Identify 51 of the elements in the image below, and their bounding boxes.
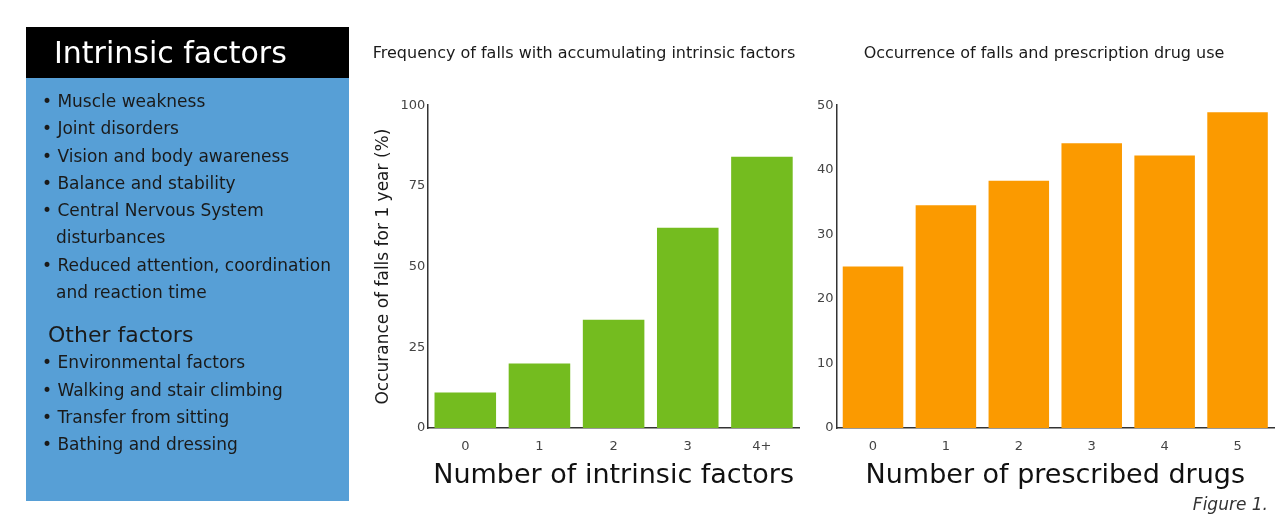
text: • Central Nervous System disturbances	[41, 199, 265, 250]
text: Intrinsic factors	[26, 27, 349, 78]
x-tick-label: 4	[1160, 438, 1169, 454]
y-axis-title: Occurance of falls for 1 year (%)	[371, 128, 392, 405]
y-tick-label: 0	[825, 419, 834, 435]
y-tick-label: 10	[817, 354, 834, 370]
text: • Walking and stair climbing	[41, 378, 284, 402]
y-tick-label: 0	[416, 419, 426, 435]
caption: Figure 1.	[1192, 494, 1268, 514]
x-tick-label: 5	[1233, 438, 1242, 454]
bar	[656, 227, 719, 428]
bar	[508, 363, 571, 428]
x-tick-label: 3	[683, 438, 692, 454]
y-tick-label: 50	[408, 257, 426, 273]
x-tick-label: 4+	[752, 438, 772, 454]
y-tick-label: 25	[408, 338, 426, 354]
text: • Joint disorders	[41, 117, 180, 141]
text: Other factors	[47, 321, 195, 350]
bar	[731, 156, 793, 428]
bar	[1207, 112, 1268, 428]
text: • Reduced attention, coordination and reaction time	[41, 253, 332, 305]
chart-title: Occurrence of falls and prescription drug use	[863, 42, 1225, 62]
bar	[434, 392, 497, 428]
text: • Environmental factors	[41, 351, 247, 375]
y-tick-label: 40	[817, 161, 834, 177]
x-axis-title: Number of intrinsic factors	[433, 457, 794, 489]
y-tick-label: 30	[817, 225, 834, 241]
x-tick-label: 1	[941, 438, 951, 454]
bar	[915, 205, 977, 428]
x-axis-title: Number of prescribed drugs	[865, 457, 1245, 489]
y-tick-label: 20	[817, 290, 834, 306]
bar	[1061, 143, 1122, 428]
x-tick-label: 2	[609, 438, 618, 454]
y-tick-label: 100	[400, 96, 426, 112]
bar	[988, 180, 1050, 428]
x-tick-label: 1	[535, 438, 544, 454]
x-tick-label: 0	[868, 438, 878, 454]
bar	[842, 266, 904, 428]
text: • Transfer from sitting	[41, 405, 231, 429]
y-tick-label: 50	[817, 96, 834, 112]
text: • Muscle weakness	[41, 90, 207, 113]
x-tick-label: 3	[1087, 438, 1096, 454]
y-tick-label: 75	[408, 177, 426, 193]
x-tick-label: 0	[461, 438, 470, 454]
text: • Balance and stability	[41, 171, 237, 195]
x-tick-label: 2	[1014, 438, 1023, 454]
chart-title: Frequency of falls with accumulating intrinsic factors	[372, 42, 796, 62]
text: • Bathing and dressing	[41, 433, 239, 457]
text: • Vision and body awareness	[41, 144, 291, 168]
bar	[1134, 155, 1195, 428]
bar	[582, 319, 645, 428]
